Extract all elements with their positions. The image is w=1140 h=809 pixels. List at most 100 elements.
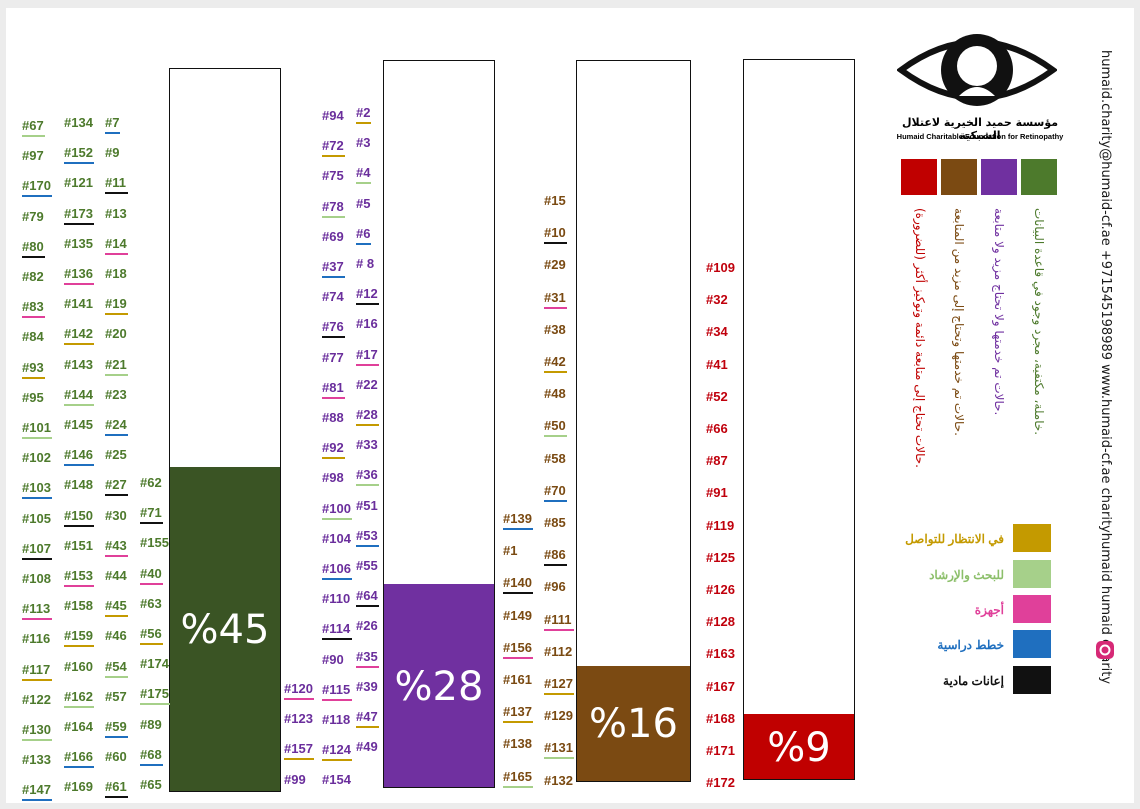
case-number: #43 [105, 537, 127, 553]
case-number: #1 [503, 543, 518, 559]
case-number: #18 [105, 266, 127, 281]
case-number: #124 [322, 742, 351, 758]
case-number: #150 [64, 507, 93, 523]
status-underline [105, 434, 128, 436]
case-number: #38 [544, 321, 566, 337]
status-underline [105, 132, 120, 134]
case-number: #107 [22, 540, 51, 556]
case-number: #99 [284, 771, 306, 787]
status-underline [503, 592, 533, 595]
underline-legend-swatch [1013, 666, 1051, 694]
status-underline [140, 522, 163, 525]
status-underline [544, 306, 567, 309]
status-underline [140, 582, 163, 585]
legend-label-red: حالات تحتاج إلى متابعة دائمة وتوكيز أكثر… [913, 208, 927, 468]
status-underline [544, 499, 567, 502]
status-underline [322, 698, 352, 701]
case-number: #51 [356, 497, 378, 513]
case-number: #25 [105, 447, 127, 463]
case-number: #13 [105, 205, 127, 221]
case-number: #45 [105, 598, 127, 614]
case-number: #100 [322, 500, 351, 516]
case-number: #101 [22, 420, 51, 435]
case-number: #122 [22, 691, 51, 707]
case-number: #55 [356, 558, 378, 573]
status-underline [322, 396, 345, 399]
case-number: #37 [322, 259, 344, 274]
status-underline [22, 618, 52, 621]
bar-frame: %28 [383, 60, 495, 788]
case-number: #109 [706, 260, 735, 275]
eye-logo-icon [897, 34, 1057, 106]
status-underline [140, 763, 163, 766]
case-number: #105 [22, 510, 51, 526]
case-number: #131 [544, 740, 573, 756]
case-number: #154 [322, 772, 351, 788]
org-name-en: Humaid Charitable Foundation for Retinop… [896, 132, 1064, 141]
case-number: #24 [105, 417, 127, 432]
case-number: #116 [22, 631, 51, 647]
case-number: #44 [105, 568, 127, 583]
status-underline [64, 222, 94, 225]
status-underline [105, 554, 128, 557]
case-number: #50 [544, 418, 566, 434]
case-number: #84 [22, 329, 44, 345]
case-number: #68 [140, 746, 162, 762]
status-underline [322, 336, 345, 339]
status-underline [356, 544, 379, 547]
case-number: #9 [105, 145, 120, 161]
case-number: #15 [544, 193, 566, 208]
legend-label-brown: حالات تم خدمتها وتحتاج إلى مزيد من المتا… [952, 208, 966, 436]
status-underline [64, 403, 94, 406]
case-number: #27 [105, 477, 127, 493]
case-number: #29 [544, 257, 566, 273]
case-number: #79 [22, 208, 44, 224]
case-number: #132 [544, 772, 573, 788]
case-number: #64 [356, 588, 378, 604]
status-underline [322, 517, 352, 520]
bar-frame: %16 [576, 60, 691, 782]
status-underline [22, 135, 45, 137]
case-number: #66 [706, 421, 728, 436]
status-underline [22, 739, 52, 741]
status-underline [544, 371, 567, 373]
legend-label-purple: حالات تم خدمتها ولا تحتاج مزيد ولا متابع… [992, 208, 1006, 416]
case-number: #136 [64, 266, 93, 281]
status-underline [284, 758, 314, 761]
case-number: #14 [105, 235, 127, 251]
status-underline [22, 255, 45, 258]
case-number: #110 [322, 591, 351, 607]
underline-legend-swatch [1013, 595, 1051, 623]
case-number: #149 [503, 607, 532, 623]
case-number: #151 [64, 537, 93, 553]
case-number: #112 [544, 643, 573, 659]
status-underline [22, 799, 52, 802]
case-number: #162 [64, 688, 93, 704]
case-number: #155 [140, 535, 169, 551]
bar-frame: %9 [743, 59, 855, 780]
status-underline [105, 796, 128, 799]
bar-value-label: %9 [767, 724, 831, 771]
case-number: #72 [322, 138, 344, 154]
legend-swatch-purple [981, 159, 1017, 195]
status-underline [64, 766, 94, 769]
case-number: #53 [356, 527, 378, 543]
status-underline [503, 721, 533, 724]
case-number: #169 [64, 779, 93, 795]
case-number: #156 [503, 639, 532, 655]
contact-strip: humaid.charity@humaid-cf.ae +97154519898… [1098, 50, 1113, 685]
case-number: #70 [544, 482, 566, 498]
case-number: #95 [22, 389, 44, 405]
status-underline [356, 484, 379, 487]
status-underline [322, 276, 345, 278]
case-number: #5 [356, 195, 371, 211]
status-underline [64, 343, 94, 346]
case-number: #32 [706, 292, 728, 308]
case-number: #12 [356, 286, 378, 302]
case-number: #164 [64, 719, 93, 734]
underline-legend-label: خطط دراسية [937, 638, 1004, 652]
underline-legend-label: في الانتظار للتواصل [905, 532, 1004, 546]
status-underline [356, 242, 371, 245]
case-number: #141 [64, 296, 93, 312]
case-number: #134 [64, 115, 93, 130]
